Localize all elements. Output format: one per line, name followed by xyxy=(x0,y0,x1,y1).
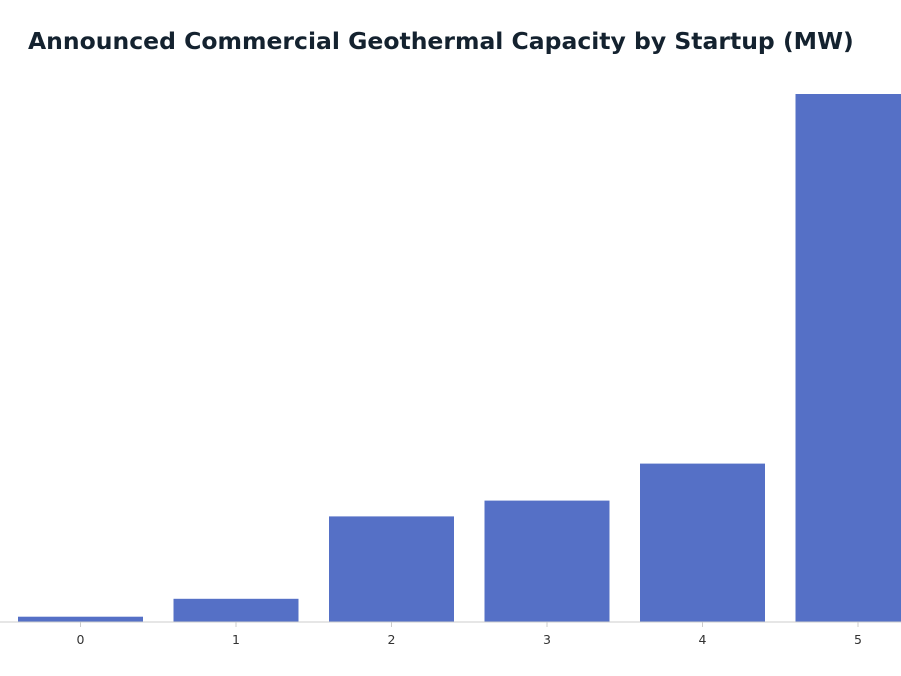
chart-title: Announced Commercial Geothermal Capacity… xyxy=(28,27,854,55)
x-tick-label-3: 3 xyxy=(543,632,551,647)
bar-4 xyxy=(640,463,765,622)
bar-2 xyxy=(329,516,454,622)
bars-group xyxy=(18,94,901,622)
bar-1 xyxy=(173,598,299,622)
x-tick-label-0: 0 xyxy=(77,632,85,647)
x-tick-label-4: 4 xyxy=(699,632,707,647)
bar-3 xyxy=(484,500,610,622)
x-tick-label-1: 1 xyxy=(232,632,240,647)
bar-0 xyxy=(18,616,143,622)
x-ticks-group: 0 1 2 3 4 5 xyxy=(77,622,862,647)
x-tick-label-5: 5 xyxy=(854,632,862,647)
x-tick-label-2: 2 xyxy=(388,632,396,647)
bar-5 xyxy=(795,94,901,622)
